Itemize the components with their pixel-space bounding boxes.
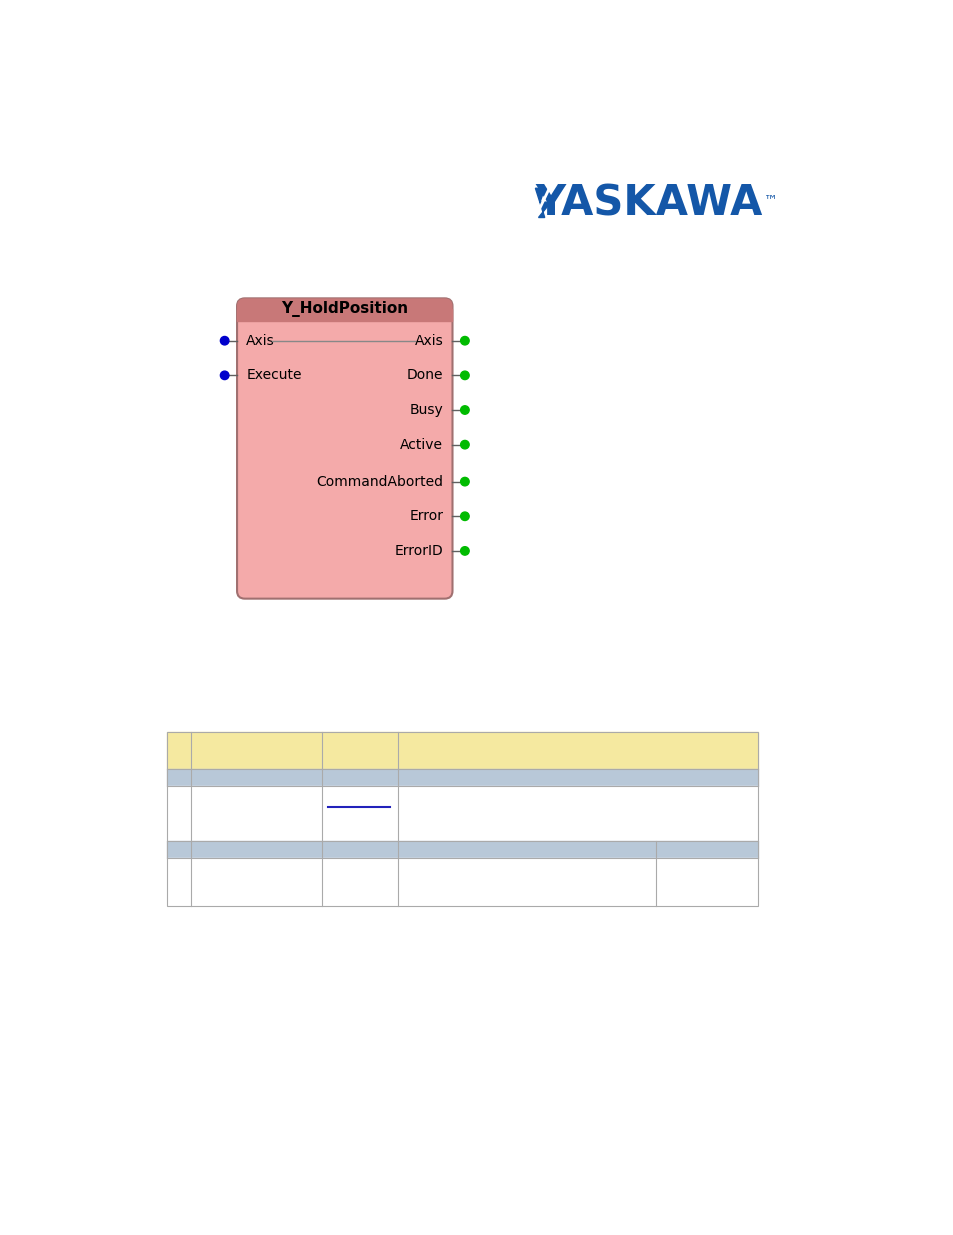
Text: Error: Error bbox=[409, 509, 443, 524]
Circle shape bbox=[460, 513, 469, 520]
Text: Y_HoldPosition: Y_HoldPosition bbox=[281, 301, 408, 317]
Text: ™: ™ bbox=[763, 193, 777, 206]
Text: ErrorID: ErrorID bbox=[394, 543, 443, 558]
Bar bbox=[236, 309, 452, 321]
Circle shape bbox=[460, 547, 469, 556]
Circle shape bbox=[460, 406, 469, 414]
Bar bbox=[167, 769, 757, 785]
Circle shape bbox=[220, 370, 229, 379]
FancyBboxPatch shape bbox=[236, 299, 452, 320]
Text: Done: Done bbox=[406, 368, 443, 383]
Circle shape bbox=[460, 336, 469, 345]
Polygon shape bbox=[535, 188, 550, 217]
FancyBboxPatch shape bbox=[236, 299, 452, 599]
Bar bbox=[167, 732, 757, 906]
Bar bbox=[167, 841, 757, 858]
Circle shape bbox=[220, 336, 229, 345]
Bar bbox=[167, 858, 757, 906]
Text: CommandAborted: CommandAborted bbox=[315, 474, 443, 489]
Text: Active: Active bbox=[399, 437, 443, 452]
Text: Busy: Busy bbox=[409, 403, 443, 417]
Circle shape bbox=[460, 441, 469, 448]
Text: YASKAWA: YASKAWA bbox=[535, 183, 761, 225]
Text: Execute: Execute bbox=[246, 368, 301, 383]
Bar bbox=[167, 785, 757, 841]
Bar bbox=[167, 732, 757, 769]
Circle shape bbox=[460, 478, 469, 485]
Text: Axis: Axis bbox=[414, 333, 443, 348]
Circle shape bbox=[460, 370, 469, 379]
Text: Axis: Axis bbox=[246, 333, 274, 348]
